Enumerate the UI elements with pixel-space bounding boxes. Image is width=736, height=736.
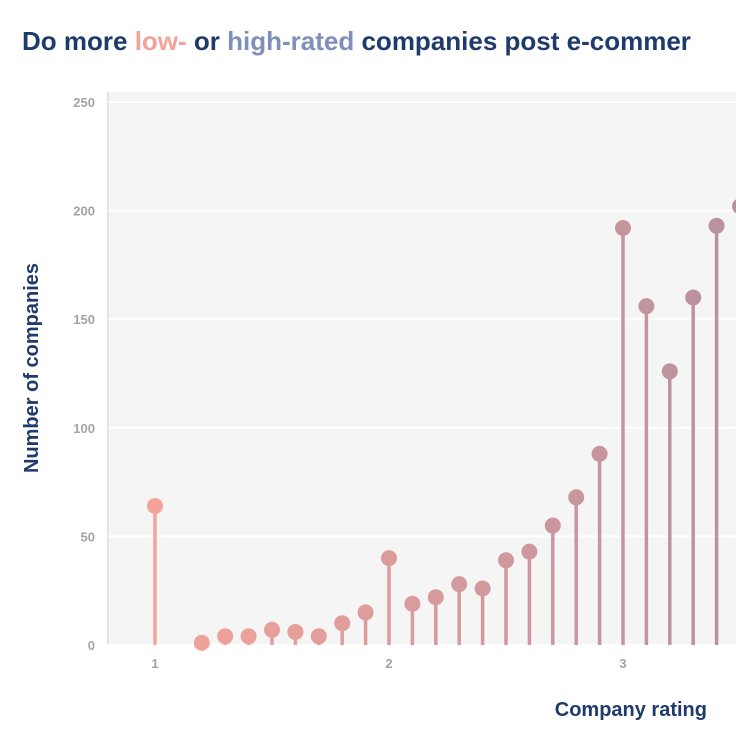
lollipop-dot [334, 615, 351, 632]
x-tick-label: 1 [151, 656, 158, 671]
lollipop-dot [217, 628, 234, 645]
lollipop-dot [427, 589, 444, 606]
lollipop [638, 298, 655, 645]
plot-panel [108, 92, 736, 645]
title-high-rated: high-rated [227, 26, 355, 56]
lollipop [404, 595, 421, 645]
lollipop [615, 219, 631, 645]
lollipop-marks [147, 199, 736, 651]
x-axis-ticks: 1 2 3 [151, 656, 626, 671]
lollipop-dot [732, 199, 736, 214]
title-suffix: companies post e-commer [354, 26, 691, 56]
lollipop-dot [240, 628, 257, 645]
gridlines [108, 101, 736, 646]
y-tick-label: 0 [88, 638, 95, 653]
lollipop [451, 576, 468, 645]
y-tick-label: 100 [73, 421, 95, 436]
x-tick-label: 2 [385, 656, 392, 671]
lollipop-dot [147, 497, 163, 514]
y-tick-label: 200 [73, 204, 95, 219]
lollipop [147, 497, 163, 645]
lollipop [521, 543, 538, 645]
lollipop-dot [661, 363, 678, 380]
lollipop-dot [357, 604, 374, 621]
lollipop [474, 580, 491, 645]
lollipop-dot [615, 219, 631, 236]
y-axis-ticks: 0 50 100 150 200 250 [73, 95, 95, 653]
lollipop-dot [685, 289, 702, 306]
lollipop [732, 199, 736, 214]
y-tick-label: 50 [81, 529, 95, 544]
lollipop [708, 217, 725, 645]
lollipop [591, 445, 608, 645]
lollipop [381, 550, 397, 645]
x-tick-label: 3 [619, 656, 626, 671]
lollipop [427, 589, 444, 645]
lollipop-dot [708, 217, 725, 234]
lollipop-dot [521, 543, 538, 560]
lollipop-dot [544, 517, 561, 534]
lollipop-dot [591, 445, 608, 462]
lollipop-dot [638, 298, 655, 315]
lollipop-dot [264, 621, 280, 638]
y-tick-label: 150 [73, 312, 95, 327]
lollipop-dot [287, 623, 304, 640]
lollipop [357, 604, 374, 645]
lollipop-dot [474, 580, 491, 597]
lollipop [685, 289, 702, 645]
title-low-rated: low- [134, 26, 187, 56]
lollipop-dot [381, 550, 397, 567]
title-prefix: Do more [22, 26, 135, 56]
lollipop [334, 615, 351, 645]
lollipop-dot [498, 552, 514, 569]
chart-title: Do more low- or high-rated companies pos… [22, 26, 691, 57]
lollipop-dot [193, 634, 210, 651]
lollipop-dot [451, 576, 468, 593]
lollipop-dot [310, 628, 327, 645]
lollipop [661, 363, 678, 645]
lollipop [310, 628, 327, 645]
lollipop [544, 517, 561, 645]
lollipop-dot [568, 489, 585, 506]
lollipop [240, 628, 257, 645]
lollipop [568, 489, 585, 645]
y-tick-label: 250 [73, 95, 95, 110]
x-axis-label: Company rating [555, 699, 707, 721]
lollipop-dot [404, 595, 421, 612]
lollipop [217, 628, 234, 645]
y-axis-label: Number of companies [21, 263, 43, 473]
lollipop [264, 621, 280, 645]
lollipop [287, 623, 304, 645]
title-mid: or [186, 26, 228, 56]
lollipop [193, 634, 210, 651]
lollipop [498, 552, 514, 645]
